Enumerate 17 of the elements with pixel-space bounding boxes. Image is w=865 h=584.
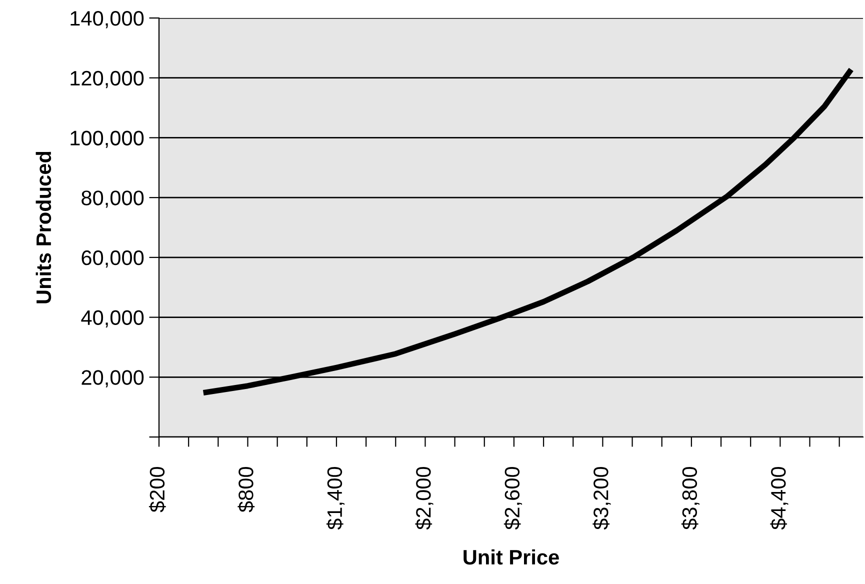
x-tick-label: $2,600 (504, 466, 522, 530)
x-tick-label: $2,000 (415, 466, 434, 530)
x-tick-label: $3,800 (681, 466, 700, 530)
y-axis-title: Units Produced (36, 152, 52, 304)
y-tick-label: 20,000 (82, 370, 144, 388)
y-tick-label: 80,000 (82, 190, 144, 208)
x-tick-label: $1,400 (326, 466, 345, 530)
y-tick-label: 120,000 (70, 70, 144, 88)
y-tick-label: 40,000 (81, 310, 144, 328)
x-tick-label: $3,200 (592, 466, 611, 530)
x-tick-label: $800 (238, 466, 255, 512)
y-tick-label: 60,000 (82, 250, 144, 268)
x-tick-label: $4,400 (770, 466, 788, 530)
y-tick-label: 140,000 (70, 11, 144, 28)
y-tick-label: 100,000 (70, 130, 144, 148)
x-tick-label: $200 (148, 466, 166, 512)
x-axis-title: Unit Price (464, 549, 559, 565)
